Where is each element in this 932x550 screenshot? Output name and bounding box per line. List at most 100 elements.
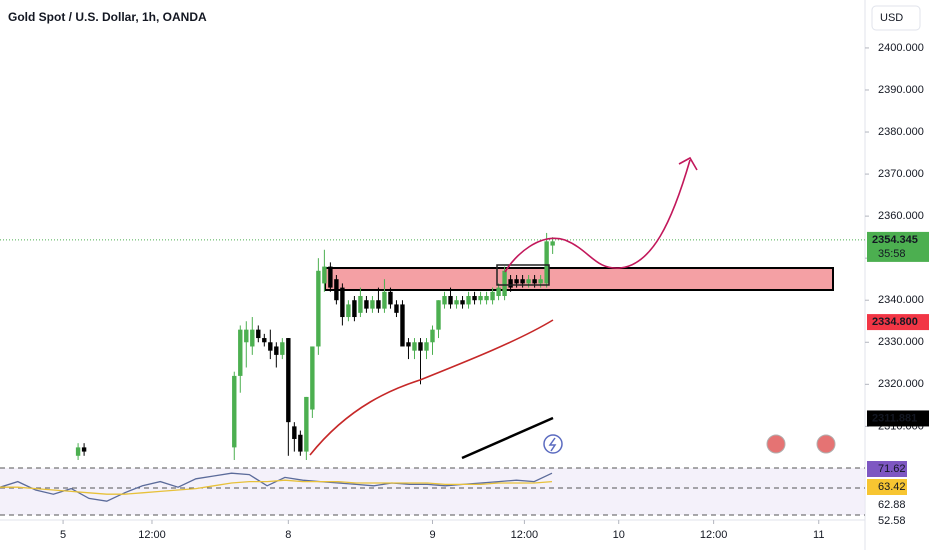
candle-body bbox=[424, 342, 429, 351]
x-tick-label: 12:00 bbox=[700, 529, 728, 541]
y-tick-label: 2340.000 bbox=[878, 294, 924, 306]
arrow-head bbox=[678, 156, 698, 171]
candle-body bbox=[520, 279, 525, 284]
candle-body bbox=[388, 291, 393, 305]
candle-body bbox=[298, 434, 303, 452]
box-drawing bbox=[496, 264, 550, 286]
rsi-tag-label: 71.62 bbox=[878, 463, 906, 475]
flag-icon[interactable] bbox=[766, 434, 786, 454]
candle-body bbox=[346, 304, 351, 318]
candle-body bbox=[538, 279, 543, 284]
x-tick-label: 9 bbox=[429, 529, 435, 541]
x-tick-label: 12:00 bbox=[511, 529, 539, 541]
currency-button[interactable] bbox=[871, 5, 921, 31]
candle-body bbox=[412, 342, 417, 351]
candle-body bbox=[472, 296, 477, 301]
candle-body bbox=[442, 296, 447, 305]
x-tick-label: 12:00 bbox=[138, 529, 166, 541]
candle-body bbox=[400, 304, 405, 347]
price-tag-label: 2311.881 bbox=[872, 412, 917, 424]
candle-body bbox=[244, 329, 249, 343]
x-tick-label: 8 bbox=[285, 529, 291, 541]
candle-body bbox=[286, 338, 291, 423]
flag-icon[interactable] bbox=[816, 434, 836, 454]
candle-body bbox=[382, 291, 387, 309]
price-tag bbox=[867, 231, 929, 262]
candle-body bbox=[478, 296, 483, 301]
y-tick-label: 2390.000 bbox=[878, 84, 924, 96]
candle-body bbox=[490, 291, 495, 301]
candle-body bbox=[280, 342, 285, 355]
zone-rectangle bbox=[324, 267, 834, 291]
y-tick-label: 2320.000 bbox=[878, 378, 924, 390]
rsi-tag-label: 52.58 bbox=[878, 515, 906, 527]
candle-body bbox=[448, 296, 453, 305]
rsi-tag bbox=[867, 497, 907, 513]
y-tick-label: 2400.000 bbox=[878, 42, 924, 54]
candle-body bbox=[460, 300, 465, 305]
candle-body bbox=[454, 300, 459, 305]
y-tick-label: 2330.000 bbox=[878, 336, 924, 348]
candle-body bbox=[544, 241, 549, 284]
candle-body bbox=[430, 329, 435, 343]
price-tag bbox=[867, 314, 929, 331]
candle-body bbox=[238, 329, 243, 376]
event-icon[interactable] bbox=[543, 434, 563, 454]
candle-body bbox=[514, 279, 519, 284]
countdown: 35:58 bbox=[878, 248, 906, 260]
candle-body bbox=[436, 300, 441, 330]
candle-body bbox=[334, 279, 339, 301]
price-tag bbox=[867, 410, 929, 427]
candle-body bbox=[502, 270, 507, 297]
candle-body bbox=[376, 300, 381, 309]
drawings bbox=[309, 156, 836, 460]
candle-body bbox=[328, 266, 333, 288]
candle-body bbox=[532, 279, 537, 284]
x-tick-label: 10 bbox=[613, 529, 625, 541]
chart-title: Gold Spot / U.S. Dollar, 1h, OANDA bbox=[8, 10, 207, 24]
rsi-pane bbox=[0, 467, 865, 516]
candle-body bbox=[81, 447, 87, 452]
rsi-tag-label: 62.88 bbox=[878, 499, 906, 511]
rsi-line bbox=[0, 479, 553, 495]
rsi-tag bbox=[867, 479, 907, 495]
candle-body bbox=[484, 296, 489, 301]
candle-body bbox=[526, 279, 531, 284]
candle-body bbox=[250, 329, 255, 347]
candle-body bbox=[304, 396, 309, 452]
trend-curve bbox=[309, 319, 554, 456]
trend-line bbox=[461, 416, 554, 460]
rsi-tag bbox=[867, 513, 907, 529]
candle-body bbox=[364, 300, 369, 309]
candle-body bbox=[268, 342, 273, 351]
y-tick-label: 2370.000 bbox=[878, 168, 924, 180]
candle-body bbox=[370, 300, 375, 309]
y-tick-label: 2360.000 bbox=[878, 210, 924, 222]
currency-label[interactable]: USD bbox=[880, 12, 903, 24]
rsi-tag bbox=[867, 461, 907, 477]
candle-body bbox=[418, 342, 423, 351]
candle-body bbox=[316, 270, 321, 347]
main-pane bbox=[0, 232, 865, 460]
rsi-tag-label: 63.42 bbox=[878, 481, 906, 493]
x-tick-label: 5 bbox=[60, 529, 66, 541]
candle-body bbox=[550, 241, 555, 246]
candle-body bbox=[322, 266, 327, 284]
candle-body bbox=[340, 287, 345, 318]
candle-body bbox=[292, 426, 297, 439]
y-tick-label: 2380.000 bbox=[878, 126, 924, 138]
event-icon-bolt bbox=[548, 437, 557, 452]
candle-body bbox=[262, 338, 267, 343]
candle-body bbox=[256, 329, 261, 339]
arrow-curve bbox=[504, 159, 691, 273]
candle-body bbox=[508, 279, 513, 288]
candle-body bbox=[496, 287, 501, 297]
candle-body bbox=[232, 375, 237, 448]
x-tick-label: 11 bbox=[813, 529, 824, 541]
candle-body bbox=[274, 346, 279, 355]
price-tag-label: 2334.800 bbox=[872, 316, 918, 328]
price-tag-label: 2354.345 bbox=[872, 234, 918, 246]
rsi-band bbox=[0, 468, 865, 515]
candle-body bbox=[358, 296, 363, 313]
